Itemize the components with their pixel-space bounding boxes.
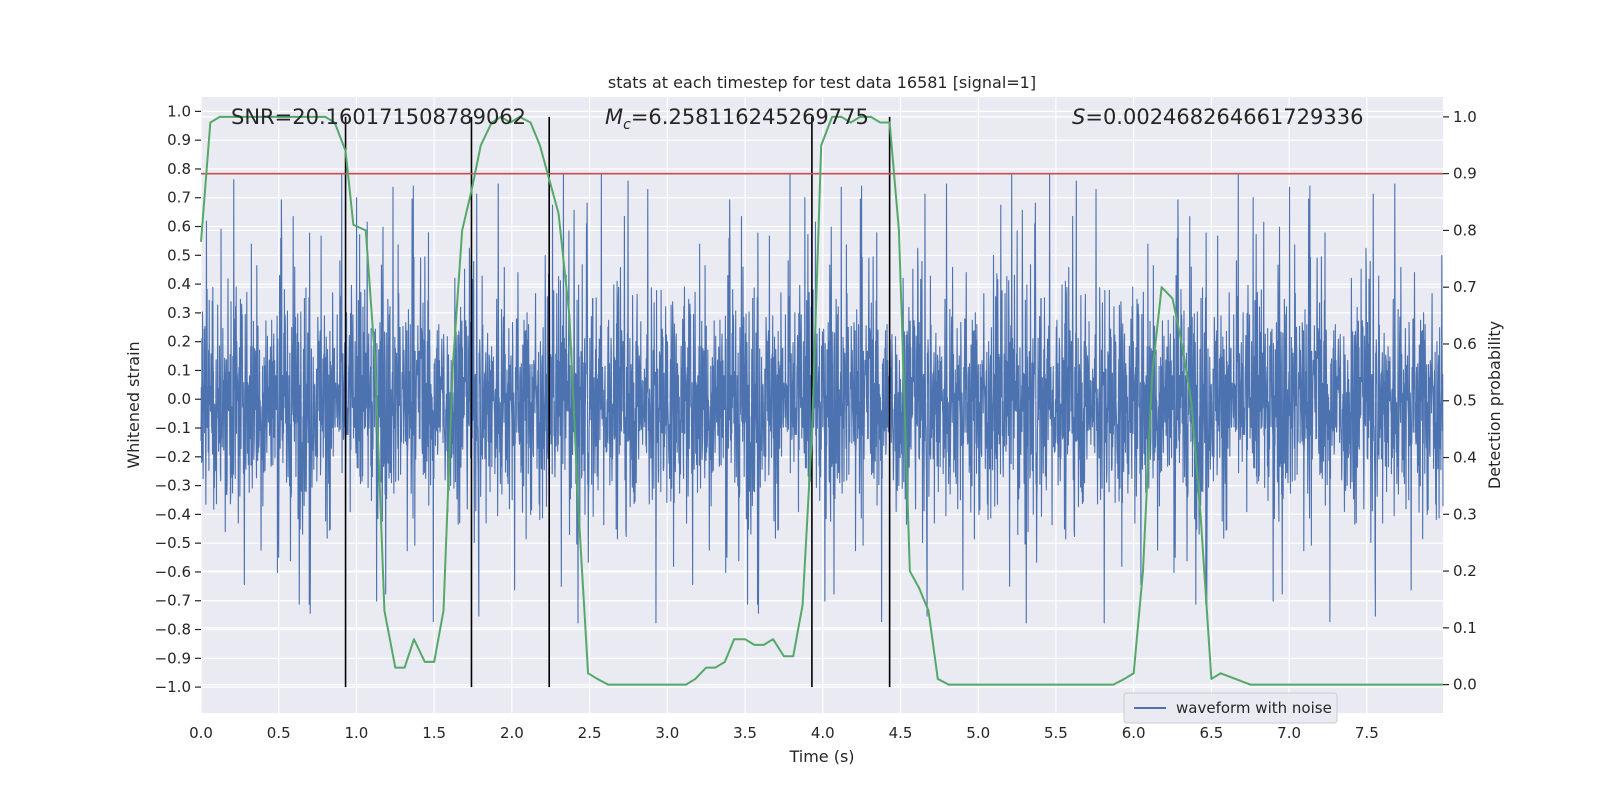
x-tick-label: 6.0 — [1122, 724, 1146, 742]
snr-annotation: SNR=20.160171508789062 — [231, 105, 526, 129]
x-tick-label: 2.5 — [578, 724, 602, 742]
y-left-tick-label: 0.8 — [167, 160, 191, 178]
x-tick-label: 3.0 — [655, 724, 679, 742]
y-left-tick-label: −0.2 — [155, 448, 191, 466]
y-right-tick-label: 0.9 — [1453, 165, 1477, 183]
y-right-tick-label: 1.0 — [1453, 108, 1477, 126]
x-tick-label: 3.5 — [733, 724, 757, 742]
x-tick-label: 7.0 — [1277, 724, 1301, 742]
y-right-tick-label: 0.6 — [1453, 335, 1477, 353]
y-left-tick-label: 0.0 — [167, 390, 191, 408]
y-left-tick-label: −0.3 — [155, 477, 191, 495]
y-right-tick-label: 0.4 — [1453, 449, 1477, 467]
y-right-axis-label: Detection probability — [1485, 321, 1504, 489]
y-left-tick-label: −0.9 — [155, 649, 191, 667]
y-right-tick-label: 0.0 — [1453, 676, 1477, 694]
y-left-tick-label: −0.6 — [155, 563, 191, 581]
y-left-tick-label: 0.2 — [167, 333, 191, 351]
y-left-tick-label: −0.4 — [155, 505, 191, 523]
x-tick-label: 6.5 — [1199, 724, 1223, 742]
probability-line — [200, 115, 1443, 686]
legend-label: waveform with noise — [1176, 699, 1332, 717]
y-right-axis-ticks: 1.0 0.9 0.8 0.7 0.6 0.5 0.4 0.3 0.2 0.1 0.0 — [1443, 108, 1477, 694]
x-axis-label: Time (s) — [788, 747, 854, 766]
legend: waveform with noise — [1123, 692, 1338, 724]
y-right-tick-label: 0.8 — [1453, 221, 1477, 239]
chirp-mass-symbol: M — [605, 105, 623, 129]
y-left-tick-label: 1.0 — [167, 102, 191, 120]
y-left-tick-label: 0.4 — [167, 275, 191, 293]
y-left-tick-label: −0.8 — [155, 621, 191, 639]
y-right-tick-label: 0.5 — [1453, 392, 1477, 410]
y-left-tick-label: 0.6 — [167, 218, 191, 236]
y-left-axis-label: Whitened strain — [124, 341, 143, 468]
chirp-mass-value: =6.258116245269775 — [631, 105, 869, 129]
x-tick-label: 0.5 — [267, 724, 291, 742]
y-right-tick-label: 0.3 — [1453, 505, 1477, 523]
y-right-tick-label: 0.7 — [1453, 278, 1477, 296]
chirp-mass-annotation: Mc=6.258116245269775 — [605, 105, 869, 133]
x-tick-label: 1.5 — [422, 724, 446, 742]
probability-series — [200, 115, 1443, 686]
s-symbol: S — [1072, 105, 1085, 129]
vertical-markers — [344, 116, 891, 688]
y-left-tick-label: 0.5 — [167, 246, 191, 264]
chart-title: stats at each timestep for test data 165… — [608, 73, 1036, 92]
waveform-line — [200, 173, 1444, 624]
y-left-tick-label: 0.9 — [167, 131, 191, 149]
x-tick-label: 4.0 — [811, 724, 835, 742]
y-left-tick-label: −0.7 — [155, 592, 191, 610]
x-tick-label: 5.5 — [1044, 724, 1068, 742]
x-tick-label: 5.0 — [966, 724, 990, 742]
x-tick-label: 0.0 — [189, 724, 213, 742]
x-tick-label: 2.0 — [500, 724, 524, 742]
y-left-axis-ticks: 1.0 0.9 0.8 0.7 0.6 0.5 0.4 0.3 0.2 0.1 0.0 −0.1 −0.… — [155, 102, 201, 696]
y-left-tick-label: 0.7 — [167, 189, 191, 207]
y-left-tick-label: −0.5 — [155, 534, 191, 552]
legend-box — [1123, 692, 1338, 724]
x-axis-ticks: 0.0 0.5 1.0 1.5 2.0 2.5 3.0 3.5 4.0 4.5 5.0 5.5 6.0 6… — [189, 724, 1379, 742]
x-tick-label: 4.5 — [889, 724, 913, 742]
s-annotation: S=0.002468264661729336 — [1072, 105, 1363, 129]
y-left-tick-label: −0.1 — [155, 419, 191, 437]
chirp-mass-subscript: c — [623, 117, 631, 133]
x-tick-label: 7.5 — [1355, 724, 1379, 742]
y-left-tick-label: 0.3 — [167, 304, 191, 322]
s-value: =0.002468264661729336 — [1085, 105, 1363, 129]
y-right-tick-label: 0.1 — [1453, 619, 1477, 637]
waveform-series — [200, 173, 1444, 624]
x-tick-label: 1.0 — [345, 724, 369, 742]
y-left-tick-label: −1.0 — [155, 678, 191, 696]
y-right-tick-label: 0.2 — [1453, 562, 1477, 580]
y-left-tick-label: 0.1 — [167, 361, 191, 379]
